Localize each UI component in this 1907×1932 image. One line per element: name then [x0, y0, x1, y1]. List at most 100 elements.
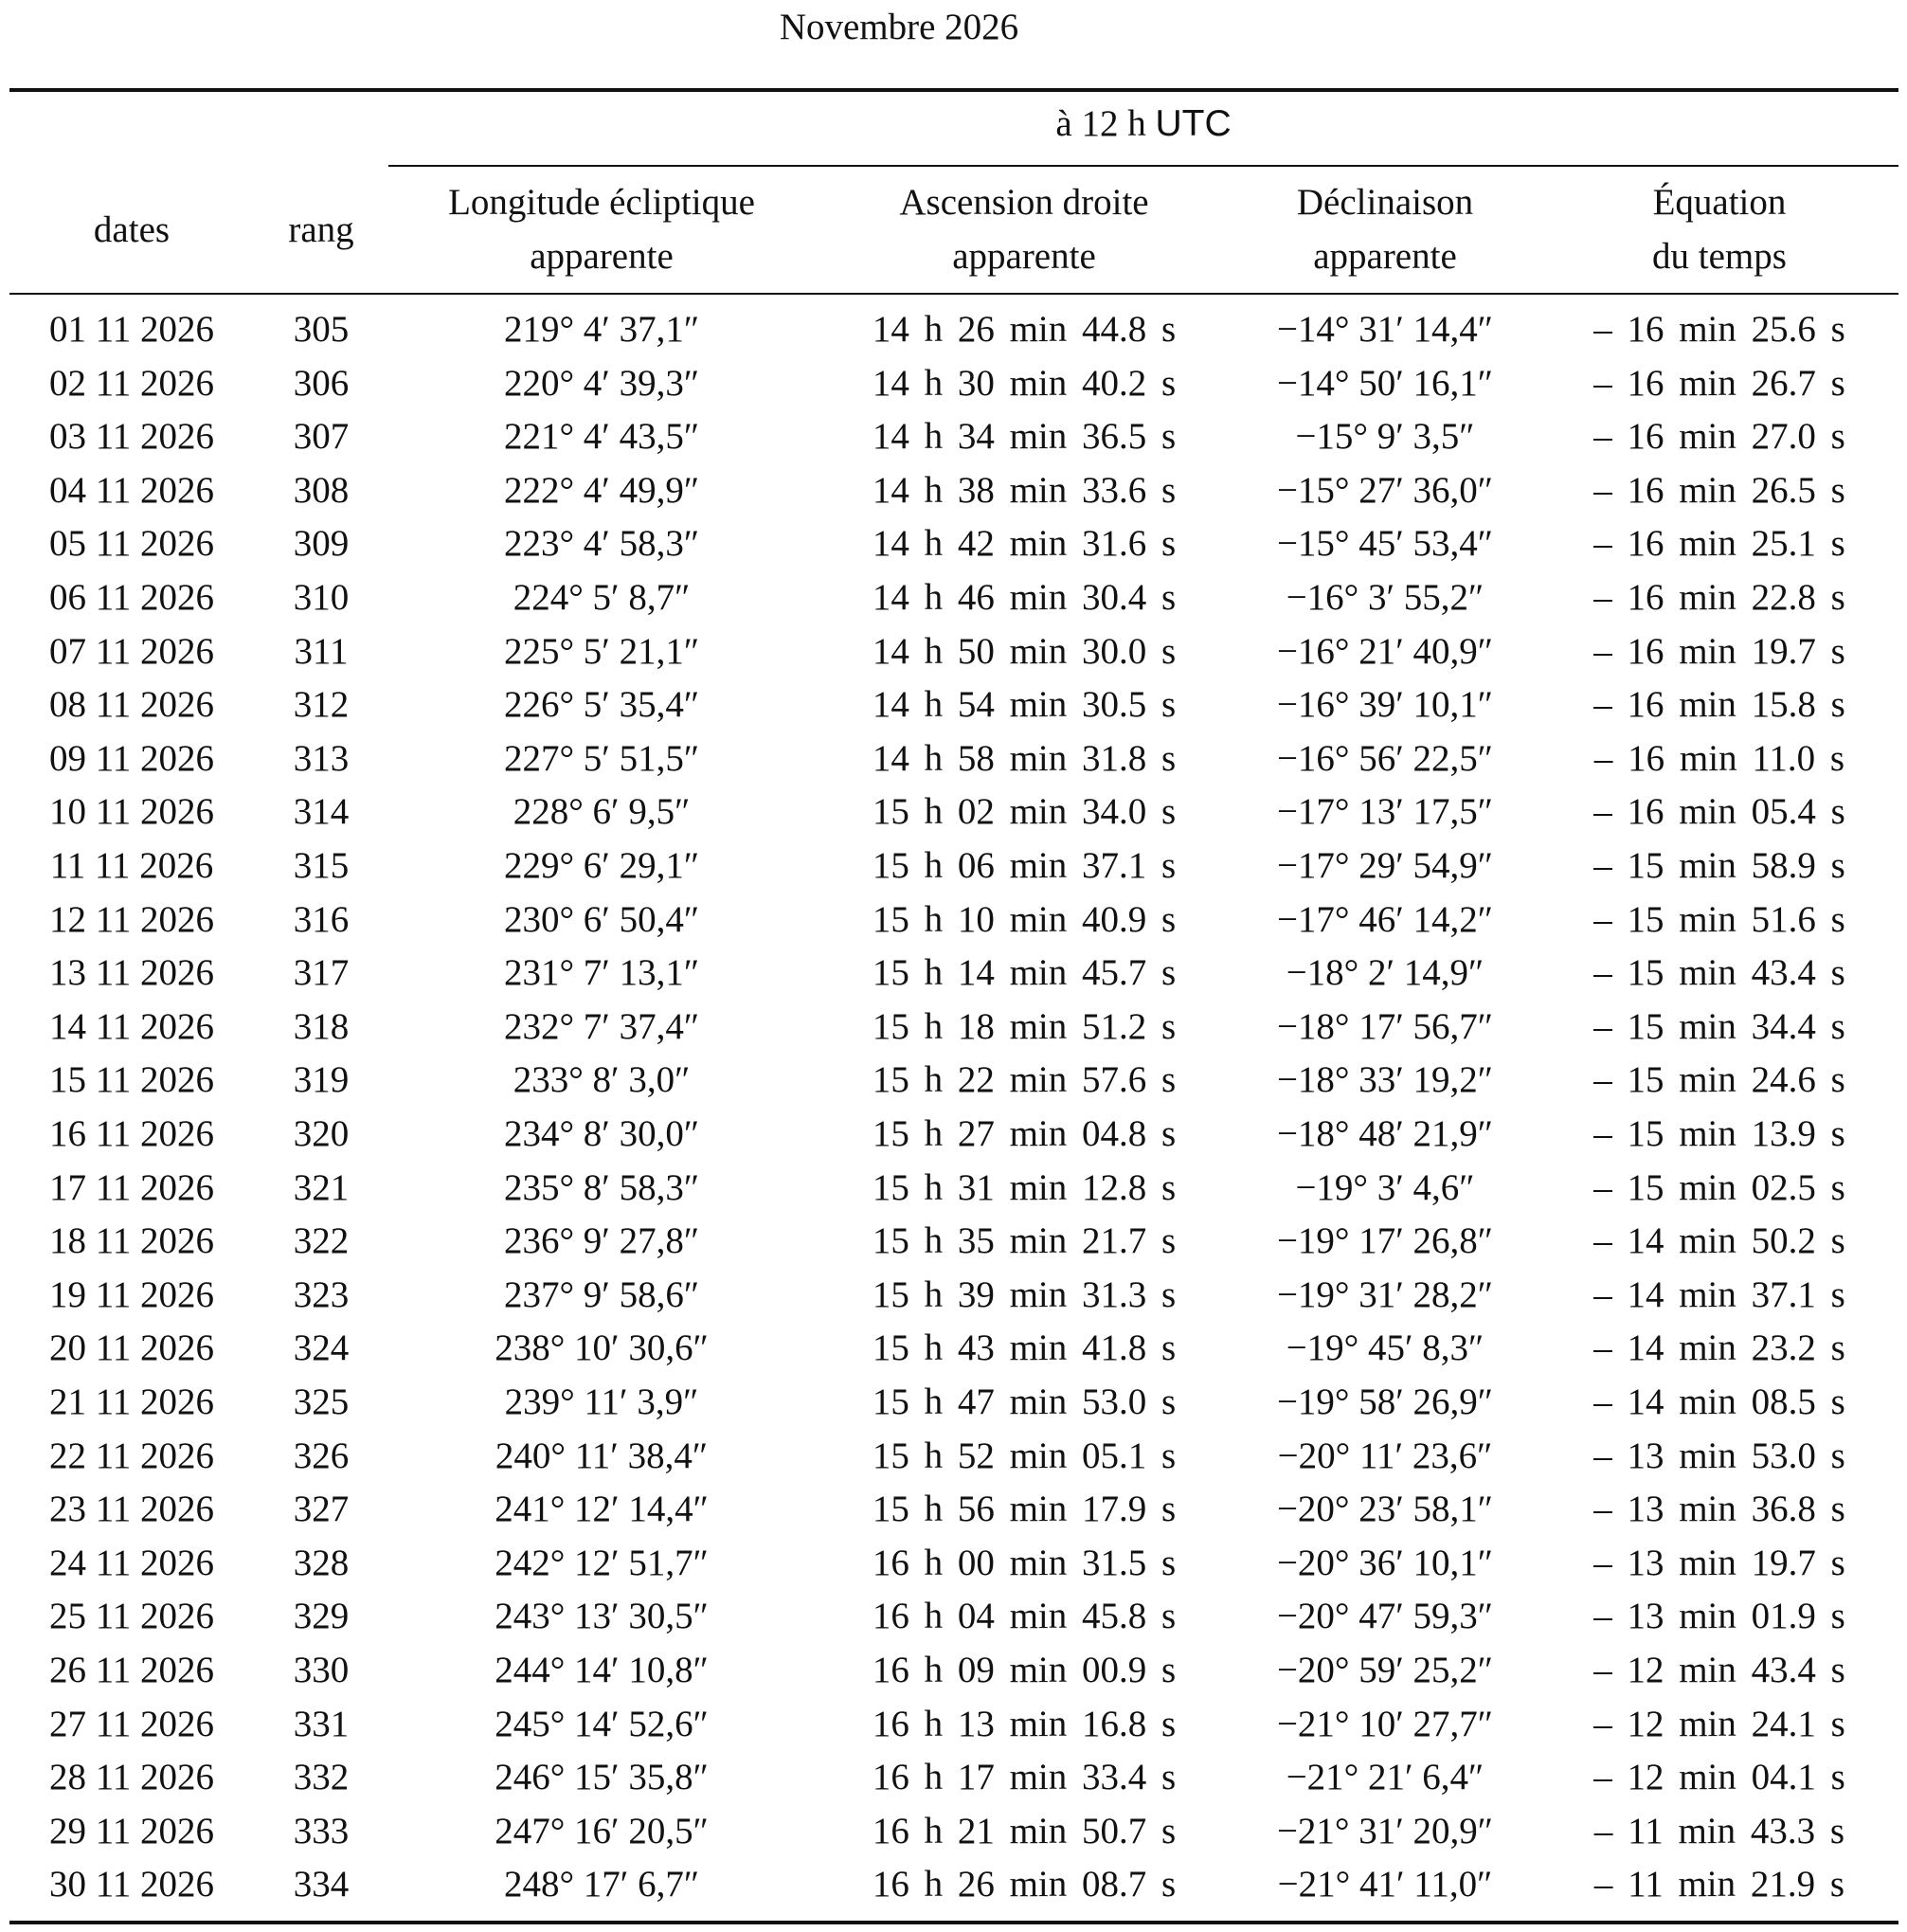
longitude-cell: 237° 9′ 58,6″	[503, 1273, 700, 1315]
table-row: 05 11 2026 309 223° 4′ 58,3″ 14 h 42 min 31…	[9, 517, 1902, 571]
date-cell: 12 11 2026	[48, 898, 215, 940]
declinaison-cell: −16° 56′ 22,5″	[1276, 737, 1494, 779]
rang-cell: 313	[293, 737, 350, 779]
table-row: 15 11 2026 319 233° 8′ 3,0″ 15 h 22 min 57.…	[9, 1054, 1902, 1108]
equation-cell: – 13 min 19.7 s	[1593, 1542, 1845, 1583]
declinaison-cell: −21° 31′ 20,9″	[1276, 1810, 1494, 1851]
date-cell: 11 11 2026	[49, 845, 214, 886]
ascension-cell: 15 h 06 min 37.1 s	[872, 845, 1177, 886]
declinaison-cell: −21° 41′ 11,0″	[1277, 1864, 1493, 1905]
longitude-cell: 226° 5′ 35,4″	[503, 684, 700, 726]
equation-cell: – 16 min 15.8 s	[1593, 684, 1845, 726]
rang-cell: 329	[293, 1596, 350, 1637]
ascension-cell: 16 h 17 min 33.4 s	[872, 1757, 1177, 1798]
declinaison-cell: −18° 48′ 21,9″	[1276, 1113, 1494, 1154]
ascension-cell: 15 h 56 min 17.9 s	[872, 1489, 1177, 1530]
longitude-cell: 235° 8′ 58,3″	[503, 1166, 700, 1208]
date-cell: 01 11 2026	[48, 309, 215, 350]
rang-cell: 325	[293, 1381, 350, 1422]
date-cell: 09 11 2026	[48, 737, 215, 779]
equation-cell: – 14 min 23.2 s	[1593, 1327, 1845, 1369]
group-rule	[388, 165, 1898, 167]
equation-cell: – 14 min 37.1 s	[1593, 1273, 1845, 1315]
declinaison-cell: −18° 2′ 14,9″	[1286, 952, 1484, 994]
date-cell: 18 11 2026	[48, 1220, 215, 1262]
header-rang: rang	[288, 208, 354, 250]
declinaison-cell: −15° 45′ 53,4″	[1276, 523, 1494, 565]
rang-cell: 333	[293, 1810, 350, 1851]
equation-cell: – 15 min 58.9 s	[1593, 845, 1845, 886]
declinaison-cell: −16° 39′ 10,1″	[1276, 684, 1494, 726]
time-group-unit: UTC	[1155, 103, 1232, 144]
header-declinaison-line1: Déclinaison	[1296, 182, 1474, 223]
ascension-cell: 16 h 26 min 08.7 s	[872, 1864, 1177, 1905]
bottom-rule	[9, 1921, 1898, 1924]
ascension-cell: 15 h 52 min 05.1 s	[872, 1435, 1177, 1476]
table-row: 13 11 2026 317 231° 7′ 13,1″ 15 h 14 min 45…	[9, 947, 1902, 1001]
ascension-cell: 16 h 13 min 16.8 s	[872, 1703, 1177, 1744]
table-row: 09 11 2026 313 227° 5′ 51,5″ 14 h 58 min 31…	[9, 732, 1902, 786]
ascension-cell: 15 h 27 min 04.8 s	[872, 1113, 1177, 1154]
date-cell: 26 11 2026	[48, 1650, 215, 1690]
date-cell: 04 11 2026	[48, 469, 215, 511]
equation-cell: – 16 min 25.6 s	[1593, 309, 1845, 350]
declinaison-cell: −19° 31′ 28,2″	[1276, 1273, 1494, 1315]
table-row: 24 11 2026 328 242° 12′ 51,7″ 16 h 00 min 3…	[9, 1537, 1902, 1591]
ascension-cell: 14 h 58 min 31.8 s	[872, 737, 1177, 779]
rang-cell: 323	[293, 1273, 350, 1315]
time-group-header: à 12 h UTC	[388, 102, 1898, 145]
table-row: 11 11 2026 315 229° 6′ 29,1″ 15 h 06 min 37…	[9, 840, 1902, 894]
table-row: 08 11 2026 312 226° 5′ 35,4″ 14 h 54 min 30…	[9, 678, 1902, 732]
rang-cell: 320	[293, 1113, 350, 1154]
declinaison-cell: −14° 31′ 14,4″	[1276, 309, 1494, 350]
rang-cell: 310	[293, 577, 350, 618]
equation-cell: – 15 min 34.4 s	[1593, 1005, 1845, 1047]
equation-cell: – 15 min 02.5 s	[1593, 1166, 1845, 1208]
table-row: 25 11 2026 329 243° 13′ 30,5″ 16 h 04 min 4…	[9, 1590, 1902, 1644]
header-longitude: Longitude écliptique apparente	[388, 175, 815, 283]
rang-cell: 308	[293, 469, 350, 511]
date-cell: 08 11 2026	[48, 684, 215, 726]
date-cell: 03 11 2026	[48, 416, 215, 458]
date-cell: 23 11 2026	[48, 1489, 215, 1530]
header-equation-line1: Équation	[1652, 182, 1787, 223]
rang-cell: 321	[293, 1166, 350, 1208]
longitude-cell: 243° 13′ 30,5″	[495, 1596, 709, 1637]
declinaison-cell: −16° 21′ 40,9″	[1276, 630, 1494, 672]
header-declinaison-line2: apparente	[1313, 236, 1457, 277]
ascension-cell: 14 h 26 min 44.8 s	[872, 309, 1177, 350]
longitude-cell: 232° 7′ 37,4″	[503, 1005, 700, 1047]
ascension-cell: 14 h 30 min 40.2 s	[872, 362, 1177, 404]
longitude-cell: 241° 12′ 14,4″	[495, 1489, 709, 1530]
declinaison-cell: −19° 58′ 26,9″	[1276, 1381, 1494, 1422]
top-rule	[9, 88, 1898, 92]
longitude-cell: 227° 5′ 51,5″	[503, 737, 700, 779]
ascension-cell: 16 h 00 min 31.5 s	[872, 1542, 1177, 1583]
rang-cell: 326	[293, 1435, 350, 1476]
ascension-cell: 16 h 04 min 45.8 s	[872, 1596, 1177, 1637]
declinaison-cell: −15° 9′ 3,5″	[1295, 416, 1475, 458]
longitude-cell: 244° 14′ 10,8″	[495, 1650, 709, 1690]
date-cell: 22 11 2026	[48, 1435, 215, 1476]
ascension-cell: 15 h 43 min 41.8 s	[872, 1327, 1177, 1369]
declinaison-cell: −19° 17′ 26,8″	[1276, 1220, 1494, 1262]
equation-cell: – 11 min 43.3 s	[1593, 1810, 1845, 1851]
equation-cell: – 16 min 11.0 s	[1593, 737, 1845, 779]
longitude-cell: 248° 17′ 6,7″	[503, 1864, 700, 1905]
rang-cell: 332	[293, 1757, 350, 1798]
header-ascension-line1: Ascension droite	[899, 182, 1149, 223]
date-cell: 07 11 2026	[48, 630, 215, 672]
table-row: 21 11 2026 325 239° 11′ 3,9″ 15 h 47 min 53…	[9, 1376, 1902, 1430]
table-row: 20 11 2026 324 238° 10′ 30,6″ 15 h 43 min 4…	[9, 1322, 1902, 1376]
header-equation-line2: du temps	[1652, 236, 1787, 277]
ascension-cell: 15 h 47 min 53.0 s	[872, 1381, 1177, 1422]
rang-cell: 334	[293, 1864, 350, 1905]
equation-cell: – 13 min 53.0 s	[1593, 1435, 1845, 1476]
table-row: 27 11 2026 331 245° 14′ 52,6″ 16 h 13 min 1…	[9, 1698, 1902, 1752]
longitude-cell: 238° 10′ 30,6″	[495, 1327, 709, 1369]
mid-rule	[9, 293, 1898, 295]
equation-cell: – 15 min 51.6 s	[1593, 898, 1845, 940]
declinaison-cell: −15° 27′ 36,0″	[1276, 469, 1494, 511]
equation-cell: – 14 min 08.5 s	[1593, 1381, 1845, 1422]
date-cell: 25 11 2026	[48, 1596, 215, 1637]
